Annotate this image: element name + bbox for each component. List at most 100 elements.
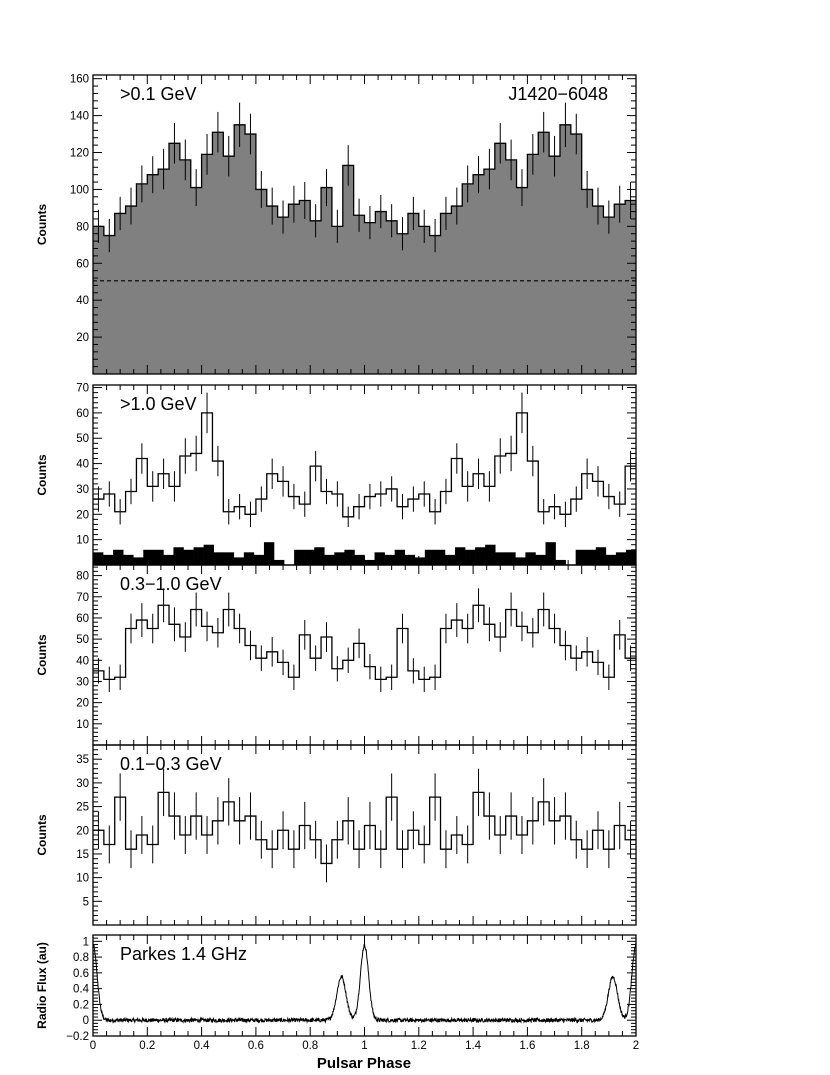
y-tick-label: 140 [70,111,89,123]
y-tick-label: −0.2 [66,1031,89,1043]
x-tick-label: 0.2 [139,1040,155,1052]
background-bar [414,557,426,565]
background-bar [485,544,496,565]
x-tick-label: 1.6 [519,1040,535,1052]
y-tick-label: 160 [70,74,89,86]
y-tick-label: 40 [76,459,89,471]
x-tick-label: 1.4 [465,1040,482,1052]
plot-area [93,102,636,374]
background-bar [243,552,255,565]
background-bar [153,549,164,565]
background-bar [223,552,235,565]
background-bar [364,559,375,565]
panel-3: 10 20 30 40 50 60 70 80 Counts 0.3−1.0 GeV [35,564,637,746]
background-bar [595,547,607,565]
background-bar [253,554,265,565]
y-axis-label: Counts [35,204,49,246]
y-tick-label: 20 [76,509,89,521]
y-tick-label: 20 [76,698,89,710]
y-tick-label: 40 [76,655,89,667]
y-tick-label: 70 [76,592,89,604]
y-tick-label: 70 [76,383,89,395]
panel-2: 10 20 30 40 50 60 70 Counts >1.0 GeV [35,383,637,566]
y-tick-label: 0.2 [73,999,89,1011]
background-bar [183,549,194,565]
background-bar [163,554,174,565]
y-axis-label: Counts [35,814,49,856]
background-bar [133,557,144,565]
y-tick-label: 0.8 [73,952,89,964]
background-bar [475,547,486,565]
y-tick-label: 20 [76,825,89,837]
source-name-label: J1420−6048 [508,84,608,104]
x-tick-label: 0.4 [194,1040,211,1052]
background-bar [203,544,214,565]
y-tick-label: 1 [83,936,89,948]
background-bar [113,549,124,565]
background-bar [143,549,154,565]
y-tick-label: 60 [76,408,89,420]
y-tick-label: 0.4 [73,984,90,996]
y-tick-label: 100 [70,184,89,196]
background-bar [505,552,516,565]
background-bar [404,554,416,565]
panel-5: −0.2 0 0.2 0.4 0.6 0.8 1 Radio Flux (au) Parkes … [35,934,637,1043]
background-bar [575,549,587,565]
background-bar [615,552,627,565]
background-bar [555,559,566,565]
background-bar [173,547,184,565]
background-bar [394,549,406,565]
y-tick-label: 35 [76,754,89,766]
background-bar [625,549,636,565]
y-tick-label: 30 [76,676,89,688]
background-bar [123,554,134,565]
background-bar [605,554,617,565]
y-tick-label: 50 [76,433,89,445]
x-tick-label: 0 [90,1040,96,1052]
background-bar [334,552,345,565]
y-tick-label: 60 [76,258,89,270]
background-bar [545,542,556,565]
panel-energy-label: 0.1−0.3 GeV [120,754,222,774]
panel-energy-label: >1.0 GeV [120,394,197,414]
background-bar [263,542,275,565]
background-bar [294,549,305,565]
x-tick-label: 1.8 [574,1040,590,1052]
plot-area [93,392,636,565]
x-tick-label: 2 [633,1040,639,1052]
background-bar [424,549,436,565]
background-bar [324,554,335,565]
panel-energy-label: >0.1 GeV [120,84,197,104]
background-bar [233,557,245,565]
panel-4: 5 10 15 20 25 30 35 Counts 0.1−0.3 GeV [35,744,637,926]
y-tick-label: 50 [76,634,89,646]
x-tick-label: 1.2 [411,1040,427,1052]
background-bar [93,552,104,565]
y-tick-label: 40 [76,295,89,307]
x-tick-label: 0.6 [248,1040,264,1052]
panel-energy-label: 0.3−1.0 GeV [120,574,222,594]
background-bar [304,549,315,565]
background-bar [495,552,506,565]
histogram-fill [93,124,636,374]
y-tick-label: 120 [70,148,89,160]
background-bar [455,547,466,565]
y-axis-label: Counts [35,454,49,496]
y-tick-label: 80 [76,571,89,583]
panel-energy-label: Parkes 1.4 GHz [120,944,247,964]
background-bar [384,554,395,565]
x-tick-label: 1 [361,1040,367,1052]
y-tick-label: 20 [76,332,89,344]
background-bar [374,552,385,565]
background-bar [274,559,285,565]
y-tick-label: 15 [76,849,89,861]
y-tick-label: 80 [76,221,89,233]
y-tick-label: 30 [76,778,89,790]
background-bar [444,554,456,565]
x-axis-title: Pulsar Phase [317,1055,411,1072]
y-tick-label: 10 [76,719,89,731]
background-bar [585,549,597,565]
background-bar [535,554,546,565]
